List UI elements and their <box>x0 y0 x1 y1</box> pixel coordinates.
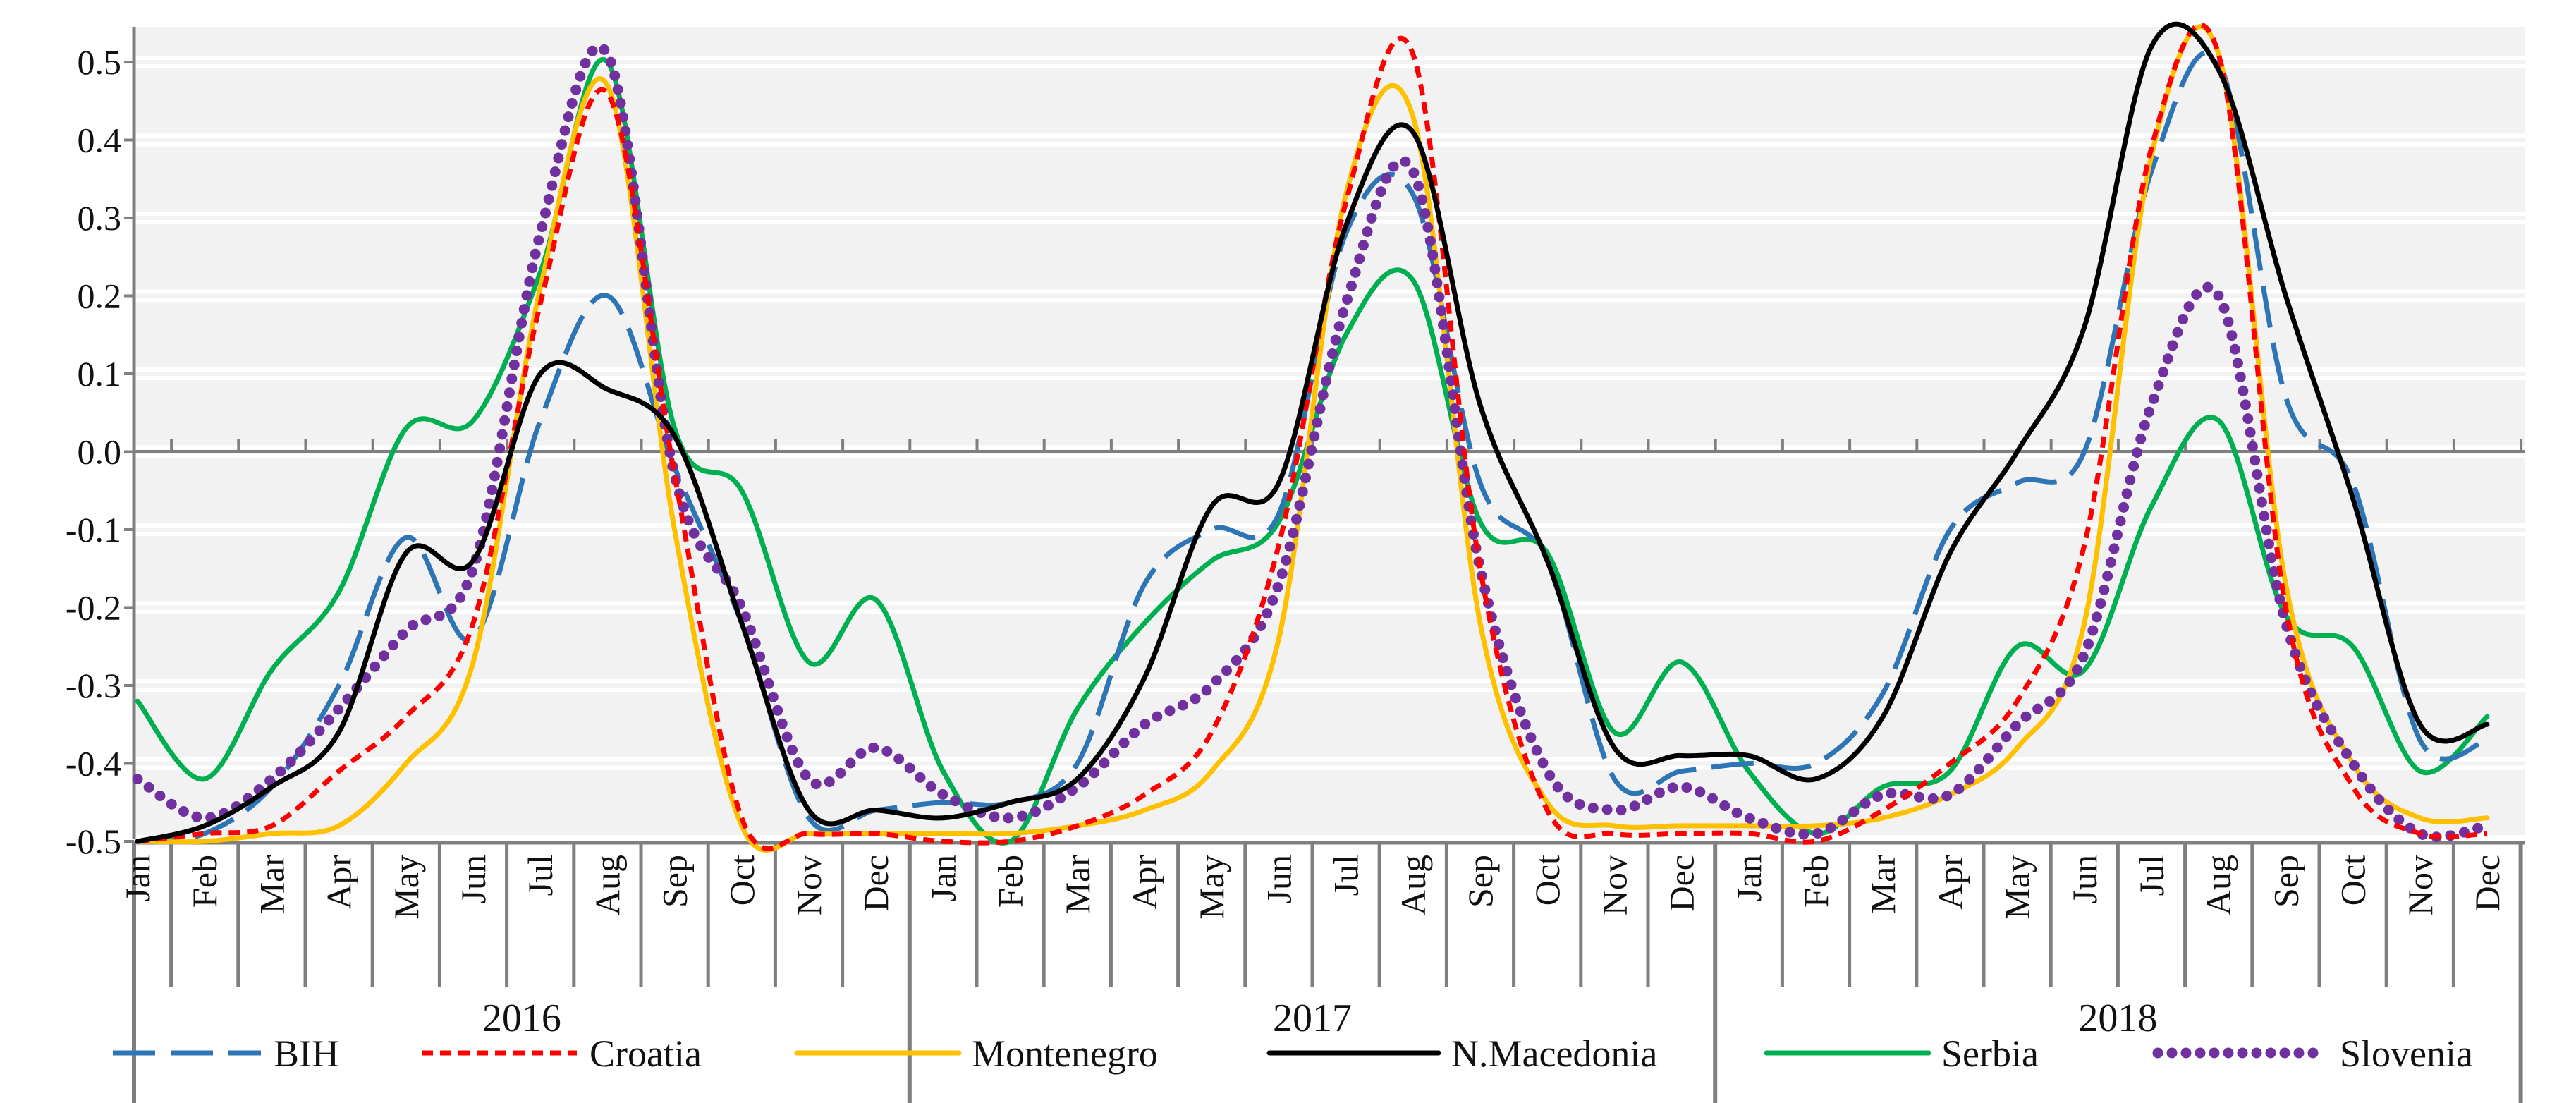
legend-label: BIH <box>274 1032 339 1075</box>
month-label: Apr <box>1930 855 1970 910</box>
month-label: Jun <box>2065 855 2104 903</box>
year-label: 2016 <box>482 997 561 1040</box>
series-line-bih <box>137 50 2488 844</box>
month-label: Apr <box>319 855 359 910</box>
month-label: Mar <box>1863 855 1903 914</box>
legend-item-croatia: Croatia <box>422 1032 702 1075</box>
y-tick-label: 0.3 <box>78 198 122 238</box>
y-tick-label: -0.1 <box>66 510 121 549</box>
month-label: Jul <box>2132 855 2171 896</box>
y-tick-label: -0.3 <box>66 666 121 705</box>
legend-label: Serbia <box>1941 1032 2039 1075</box>
y-tick-label: 0.5 <box>78 42 122 82</box>
month-label: Aug <box>1393 855 1433 915</box>
month-label: Oct <box>2333 855 2373 906</box>
month-label: Jul <box>520 855 560 896</box>
plot-area <box>134 27 2525 839</box>
month-label: Jun <box>453 855 493 903</box>
month-label: Sep <box>655 855 695 908</box>
month-label: Mar <box>252 855 291 914</box>
month-label: Jul <box>1326 855 1366 896</box>
month-label: Feb <box>185 855 224 908</box>
y-tick-label: 0.1 <box>78 354 122 394</box>
year-label: 2018 <box>2078 997 2157 1040</box>
month-label: Feb <box>991 855 1030 908</box>
series-line-croatia <box>137 23 2488 851</box>
legend-item-montenegro: Montenegro <box>794 1032 1158 1075</box>
month-label: Feb <box>1796 855 1836 908</box>
month-label: Aug <box>587 855 627 915</box>
y-tick-label: 0.2 <box>78 276 122 316</box>
month-label: Jan <box>923 855 963 902</box>
y-tick-label: -0.2 <box>66 588 121 628</box>
month-label: Dec <box>2467 855 2507 912</box>
y-tick-label: 0.4 <box>78 121 122 160</box>
legend: BIH Croatia Montenegro N.Macedonia Serbia Slo… <box>113 1032 2473 1075</box>
year-labels: 2016 2017 2018 <box>482 997 2157 1040</box>
year-label: 2017 <box>1273 997 1352 1040</box>
month-label: Jan <box>118 855 157 902</box>
y-tick-label: 0.0 <box>78 432 122 472</box>
month-label: May <box>1192 855 1231 920</box>
legend-item-n-macedonia: N.Macedonia <box>1266 1032 1657 1075</box>
month-label: Nov <box>1594 855 1634 915</box>
month-label: May <box>1998 855 2037 920</box>
legend-label: N.Macedonia <box>1451 1032 1657 1075</box>
month-label: Apr <box>1125 855 1164 910</box>
series-line-slovenia <box>132 42 2493 843</box>
month-label: Oct <box>1527 855 1567 906</box>
month-label: Sep <box>1460 855 1500 908</box>
legend-item-slovenia: Slovenia <box>2152 1032 2473 1075</box>
series-lines <box>132 21 2493 853</box>
legend-label: Montenegro <box>972 1032 1158 1075</box>
month-label: Jun <box>1259 855 1298 903</box>
month-label: Jan <box>1729 855 1769 902</box>
month-label: Dec <box>1662 855 1702 912</box>
y-tick-label: -0.4 <box>66 744 121 784</box>
month-label: May <box>386 855 426 920</box>
month-label: Sep <box>2266 855 2305 908</box>
month-label: Oct <box>722 855 762 906</box>
legend-item-serbia: Serbia <box>1764 1032 2039 1075</box>
series-line-n-macedonia <box>135 21 2490 844</box>
month-label: Nov <box>789 855 829 915</box>
month-label: Nov <box>2400 855 2440 915</box>
y-axis: -0.5 -0.4 -0.3 -0.2 -0.1 0.0 0.1 0.2 0.3 0.4 0.5 <box>66 27 136 861</box>
legend-label: Croatia <box>590 1032 702 1075</box>
legend-label: Slovenia <box>2340 1032 2473 1075</box>
month-label: Mar <box>1058 855 1097 914</box>
y-tick-label: -0.5 <box>66 822 121 861</box>
month-label: Dec <box>856 855 896 912</box>
month-label: Aug <box>2199 855 2238 915</box>
legend-item-bih: BIH <box>113 1032 339 1075</box>
